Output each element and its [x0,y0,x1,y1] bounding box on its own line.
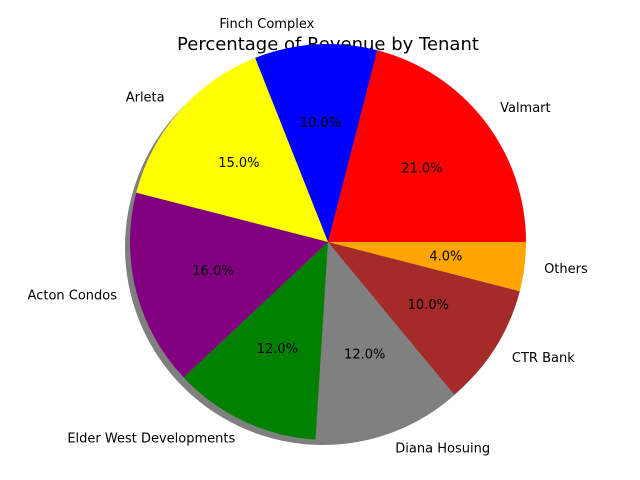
slice-label-finch-complex: Finch Complex [219,17,314,32]
slice-label-valmart: Valmart [500,101,551,116]
slice-others [328,242,526,292]
slice-percent-diana-hosuing: 12.0% [344,347,385,362]
slice-percent-others: 4.0% [429,249,462,264]
slice-percent-valmart: 21.0% [401,162,442,177]
slice-percent-finch-complex: 10.0% [300,116,341,131]
slice-arleta [136,57,328,243]
slice-percent-elder-west-developments: 12.0% [257,342,298,357]
slice-percent-acton-condos: 16.0% [192,264,233,279]
slice-percent-arleta: 15.0% [218,156,259,171]
slice-finch-complex [255,44,378,243]
pie-labels: Valmart 21.0% Finch Complex 10.0% Arleta 15.0… [28,17,588,457]
slice-valmart [328,50,526,242]
slice-label-diana-hosuing: Diana Hosuing [395,442,490,457]
slice-acton-condos [130,192,328,378]
slice-label-elder-west-developments: Elder West Developments [67,432,235,447]
slice-label-ctr-bank: CTR Bank [512,351,575,366]
slice-diana-hosuing [315,242,455,440]
slice-label-arleta: Arleta [126,90,165,105]
slice-label-acton-condos: Acton Condos [28,289,118,304]
slice-ctr-bank [328,242,520,395]
slice-percent-ctr-bank: 10.0% [408,298,449,313]
pie-slices [130,44,526,440]
slice-elder-west-developments [183,242,328,440]
slice-label-others: Others [544,262,588,277]
